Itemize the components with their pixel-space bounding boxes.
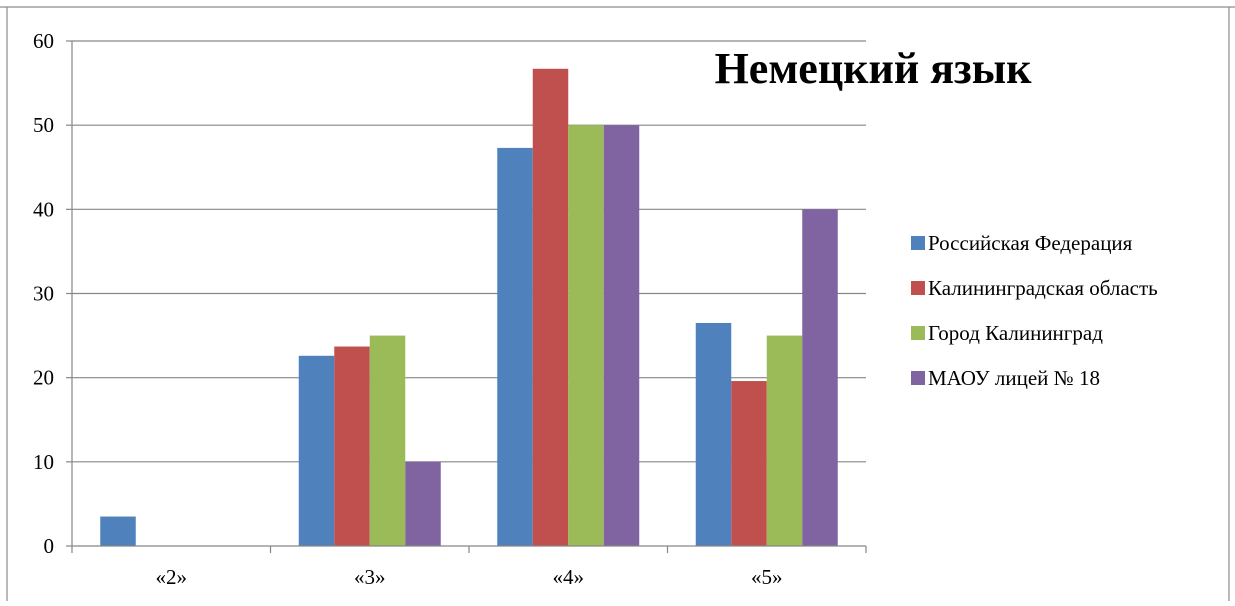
bar-2-4 [731,381,767,546]
legend-label-3: Город Калининград [928,321,1103,345]
x-tick-label: «5» [751,565,783,589]
legend-swatch-3 [911,326,925,340]
x-tick-label: «4» [553,565,585,589]
bar-2-3 [532,68,569,547]
y-tick-label: 40 [33,197,54,221]
y-tick-label: 60 [33,29,54,53]
y-tick-label: 0 [44,534,55,558]
bar-1-1 [100,516,136,546]
chart-title: Немецкий язык [715,44,1033,93]
bar-1-2 [298,355,335,546]
bar-4-3 [603,125,640,547]
y-tick-label: 50 [33,113,54,137]
y-tick-label: 20 [33,366,54,390]
legend-label-2: Калининградская область [928,276,1158,300]
legend-label-4: МАОУ лицей № 18 [928,366,1100,390]
bar-2-2 [334,346,370,546]
x-tick-labels: «2» «3» «4» «5» [156,565,783,589]
bars [100,68,838,547]
gridlines [66,40,866,547]
y-tick-label: 10 [33,450,54,474]
legend-swatch-4 [911,371,925,385]
legend: Российская Федерация Калининградская обла… [911,231,1158,390]
legend-label-1: Российская Федерация [928,231,1133,255]
bar-3-3 [568,125,604,547]
y-tick-labels: 0 10 20 30 40 50 60 [33,29,54,558]
legend-swatch-2 [911,281,925,295]
x-tick-label: «2» [156,565,188,589]
x-tick-label: «3» [354,565,386,589]
legend-swatch-1 [911,236,925,250]
bar-1-3 [497,147,533,546]
bar-4-4 [802,209,838,547]
axes [71,41,867,553]
bar-4-2 [405,461,441,546]
y-tick-label: 30 [33,282,54,306]
bar-1-4 [695,322,732,546]
bar-3-2 [369,335,406,546]
bar-3-4 [766,335,803,546]
